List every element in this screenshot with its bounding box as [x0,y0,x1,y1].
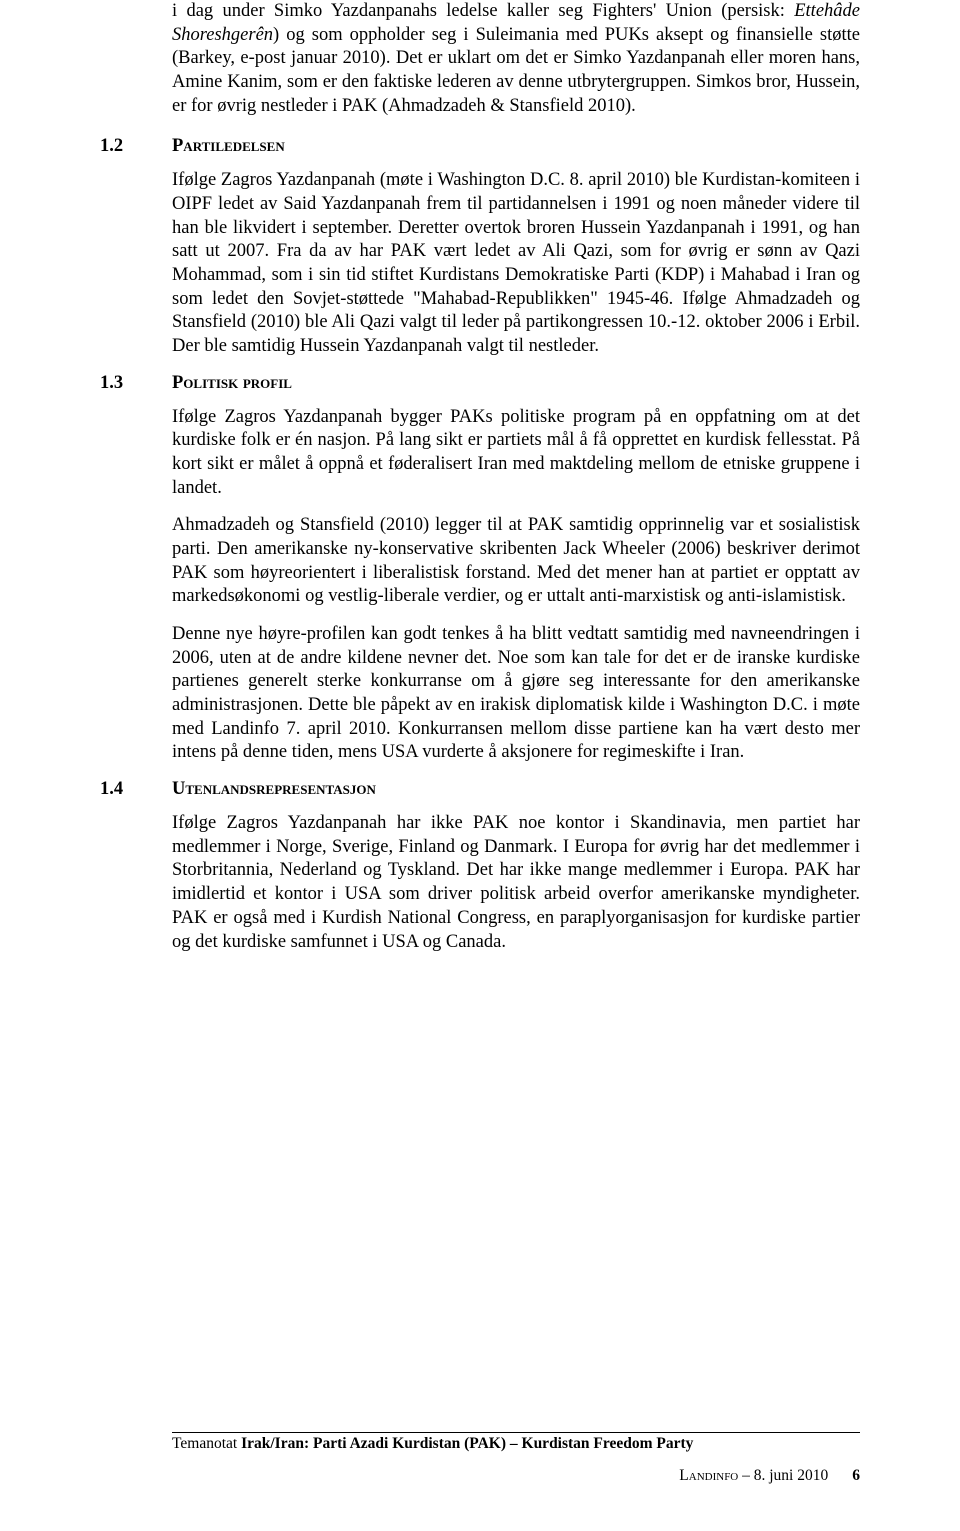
section-number: 1.2 [100,136,172,157]
section-1-2-header: 1.2 Partiledelsen [100,136,860,157]
section-1-3-header: 1.3 Politisk profil [100,373,860,394]
section-title: Politisk profil [172,373,292,394]
section-1-3-paragraph-1: Ifølge Zagros Yazdanpanah bygger PAKs po… [172,406,860,501]
page-footer: Temanotat Irak/Iran: Parti Azadi Kurdist… [100,1432,860,1485]
intro-paragraph: i dag under Simko Yazdanpanahs ledelse k… [172,0,860,118]
section-1-3-paragraph-2: Ahmadzadeh og Stansfield (2010) legger t… [172,514,860,609]
footer-topic: Temanotat Irak/Iran: Parti Azadi Kurdist… [172,1435,860,1453]
section-1-4-paragraph: Ifølge Zagros Yazdanpanah har ikke PAK n… [172,812,860,954]
section-number: 1.3 [100,373,172,394]
footer-date: 8. juni 2010 [754,1467,829,1484]
footer-topic-bold: Irak/Iran: Parti Azadi Kurdistan (PAK) –… [241,1435,693,1452]
section-1-4-header: 1.4 Utenlandsrepresentasjon [100,779,860,800]
section-1-3-paragraph-3: Denne nye høyre-profilen kan godt tenkes… [172,623,860,765]
footer-source: Landinfo [679,1467,738,1484]
footer-dash: – [738,1467,754,1484]
page-number: 6 [852,1467,860,1485]
section-1-2-paragraph: Ifølge Zagros Yazdanpanah (møte i Washin… [172,169,860,358]
section-title: Partiledelsen [172,136,285,157]
section-title: Utenlandsrepresentasjon [172,779,376,800]
footer-topic-prefix: Temanotat [172,1435,241,1452]
intro-text: i dag under Simko Yazdanpanahs ledelse k… [172,1,860,116]
footer-source-date: Landinfo – 8. juni 2010 [679,1467,828,1485]
section-number: 1.4 [100,779,172,800]
footer-meta-line: Landinfo – 8. juni 2010 6 [172,1467,860,1485]
footer-divider [172,1432,860,1433]
